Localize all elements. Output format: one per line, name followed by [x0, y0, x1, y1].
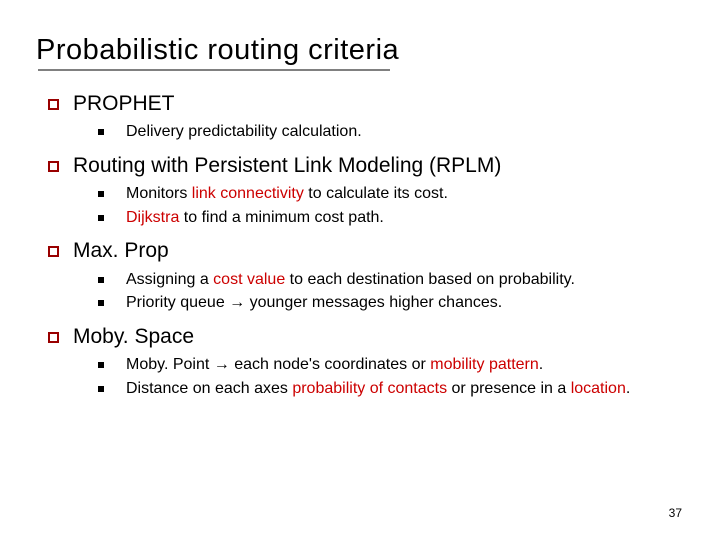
text-run: . — [539, 356, 543, 373]
text-run: younger messages higher chances. — [245, 294, 502, 311]
text-run: . — [626, 380, 630, 397]
list-item-l1: Moby. Space — [48, 324, 684, 350]
highlight-text: location — [571, 380, 626, 397]
square-filled-bullet-icon — [98, 386, 104, 392]
title-underline — [38, 69, 390, 71]
square-filled-bullet-icon — [98, 300, 104, 306]
l2-text: Distance on each axes probability of con… — [126, 378, 630, 400]
square-bullet-icon — [48, 161, 59, 172]
list-item-l2: Monitors link connectivity to calculate … — [98, 183, 684, 205]
square-filled-bullet-icon — [98, 191, 104, 197]
title-block: Probabilistic routing criteria — [36, 34, 684, 71]
l1-label: Max. Prop — [73, 238, 169, 264]
arrow-icon: → — [214, 356, 230, 373]
slide-title: Probabilistic routing criteria — [36, 34, 684, 67]
list-item-l2: Dijkstra to find a minimum cost path. — [98, 207, 684, 229]
square-bullet-icon — [48, 246, 59, 257]
l2-text: Assigning a cost value to each destinati… — [126, 269, 575, 291]
slide: Probabilistic routing criteria PROPHET De… — [0, 0, 720, 540]
highlight-text: cost value — [213, 271, 285, 288]
text-run: to each destination based on probability… — [285, 271, 575, 288]
text-run: Assigning a — [126, 271, 213, 288]
list-item-l2: Priority queue → younger messages higher… — [98, 292, 684, 314]
list-item-l2: Delivery predictability calculation. — [98, 121, 684, 143]
highlight-text: link connectivity — [192, 185, 304, 202]
l1-label: Routing with Persistent Link Modeling (R… — [73, 153, 501, 179]
text-run: to find a minimum cost path. — [179, 209, 384, 226]
highlight-text: mobility pattern — [430, 356, 539, 373]
list-item-l2: Assigning a cost value to each destinati… — [98, 269, 684, 291]
page-number: 37 — [669, 506, 682, 520]
square-filled-bullet-icon — [98, 277, 104, 283]
l2-group: Moby. Point → each node's coordinates or… — [48, 354, 684, 399]
l2-text: Monitors link connectivity to calculate … — [126, 183, 448, 205]
square-filled-bullet-icon — [98, 362, 104, 368]
l2-group: Monitors link connectivity to calculate … — [48, 183, 684, 228]
l2-text: Delivery predictability calculation. — [126, 121, 362, 143]
l1-label: PROPHET — [73, 91, 175, 117]
list-item-l2: Moby. Point → each node's coordinates or… — [98, 354, 684, 376]
text-run: each node's coordinates or — [230, 356, 431, 373]
highlight-text: Dijkstra — [126, 209, 179, 226]
text-run: Priority queue — [126, 294, 229, 311]
square-filled-bullet-icon — [98, 129, 104, 135]
list-item-l1: PROPHET — [48, 91, 684, 117]
l2-text: Priority queue → younger messages higher… — [126, 292, 502, 314]
content-body: PROPHET Delivery predictability calculati… — [36, 79, 684, 399]
text-run: or presence in a — [447, 380, 571, 397]
text-run: Delivery predictability calculation. — [126, 123, 362, 140]
list-item-l1: Routing with Persistent Link Modeling (R… — [48, 153, 684, 179]
text-run: to calculate its cost. — [304, 185, 448, 202]
text-run: Distance on each axes — [126, 380, 292, 397]
list-item-l1: Max. Prop — [48, 238, 684, 264]
l2-text: Dijkstra to find a minimum cost path. — [126, 207, 384, 229]
square-bullet-icon — [48, 99, 59, 110]
l2-group: Assigning a cost value to each destinati… — [48, 269, 684, 314]
text-run: Moby. Point — [126, 356, 214, 373]
list-item-l2: Distance on each axes probability of con… — [98, 378, 684, 400]
square-bullet-icon — [48, 332, 59, 343]
square-filled-bullet-icon — [98, 215, 104, 221]
l2-group: Delivery predictability calculation. — [48, 121, 684, 143]
l2-text: Moby. Point → each node's coordinates or… — [126, 354, 543, 376]
l1-label: Moby. Space — [73, 324, 194, 350]
highlight-text: probability of contacts — [292, 380, 447, 397]
arrow-icon: → — [229, 294, 245, 311]
text-run: Monitors — [126, 185, 192, 202]
